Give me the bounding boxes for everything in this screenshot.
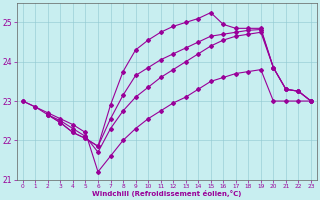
X-axis label: Windchill (Refroidissement éolien,°C): Windchill (Refroidissement éolien,°C) xyxy=(92,190,242,197)
